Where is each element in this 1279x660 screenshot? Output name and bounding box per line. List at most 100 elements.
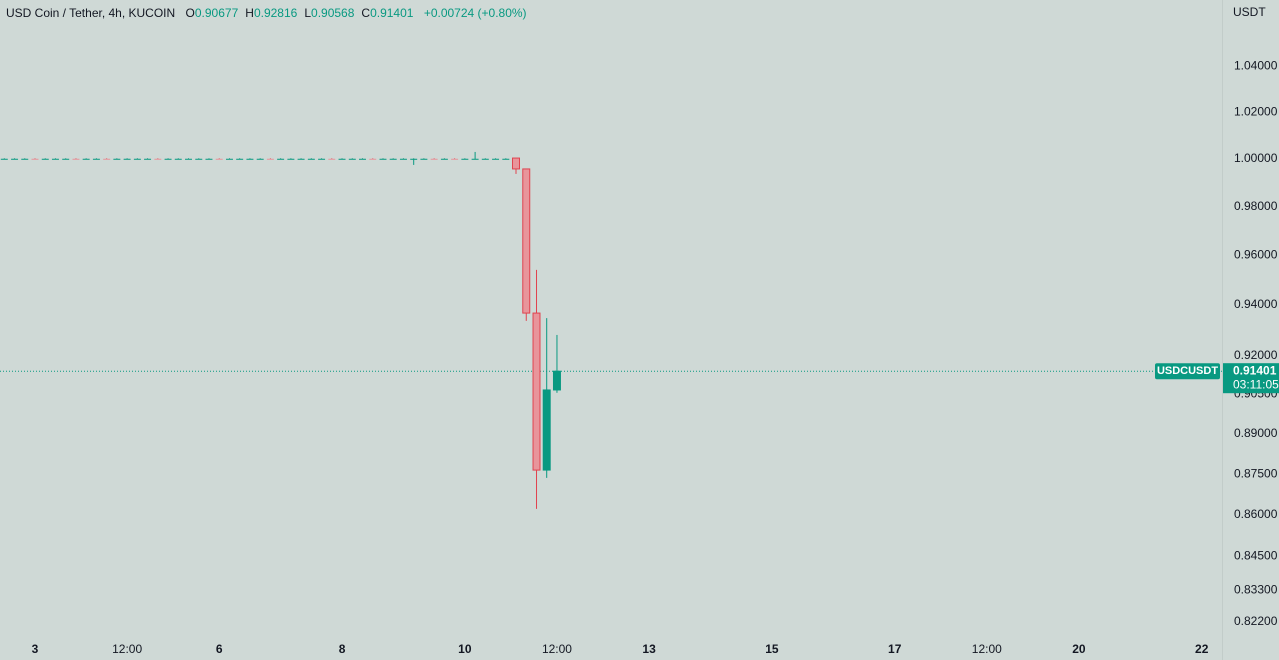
candle-body <box>481 158 489 160</box>
x-tick-label: 13 <box>642 642 656 656</box>
candle-body <box>236 158 244 160</box>
candle-body <box>471 158 479 160</box>
y-tick-label: 0.94000 <box>1234 297 1278 311</box>
y-tick-label: 0.92000 <box>1234 348 1278 362</box>
symbol-tag: USDCUSDT <box>1157 365 1218 377</box>
x-tick-label: 12:00 <box>542 642 572 656</box>
x-tick-label: 6 <box>216 642 223 656</box>
candle-body <box>542 389 551 471</box>
candle-body <box>41 158 49 160</box>
x-tick-label: 8 <box>339 642 346 656</box>
candle-body <box>420 158 428 160</box>
y-tick-label: 0.89000 <box>1234 426 1278 440</box>
candle-body <box>82 158 90 160</box>
y-tick-label: 0.83300 <box>1234 582 1278 596</box>
candle-body <box>154 158 162 160</box>
candle-body <box>297 158 305 160</box>
candle-body <box>532 312 541 471</box>
candle-body <box>328 158 336 160</box>
y-tick-label: 1.00000 <box>1234 151 1278 165</box>
ohlc-value: 0.92816 <box>253 6 298 20</box>
legend-header: USD Coin / Tether, 4h, KUCOIN O0.90677 H0… <box>6 6 534 20</box>
candle-body <box>72 158 80 160</box>
y-tick-label: 1.04000 <box>1234 59 1278 73</box>
candle-body <box>164 158 172 160</box>
y-tick-label: 0.82200 <box>1234 614 1278 628</box>
candle-body <box>369 158 377 160</box>
y-tick-label: 0.84500 <box>1234 549 1278 563</box>
candle-body <box>113 158 121 160</box>
symbol-tag-bg <box>1155 363 1220 380</box>
candle-body <box>21 158 29 160</box>
candle-body <box>92 158 100 160</box>
x-tick-label: 12:00 <box>972 642 1002 656</box>
candle-body <box>389 158 397 160</box>
y-tick-label: 1.02000 <box>1234 104 1278 118</box>
candle-body <box>358 158 366 160</box>
ohlc-label: H <box>245 6 254 20</box>
candle-body <box>256 158 264 160</box>
currency-label: USDT <box>1233 5 1266 19</box>
candle-body <box>144 158 152 160</box>
price-tag-bg <box>1223 363 1279 394</box>
candle-body <box>451 158 459 160</box>
candle-body <box>51 158 59 160</box>
candle-body <box>277 158 285 160</box>
x-tick-label: 12:00 <box>112 642 142 656</box>
candle-body <box>410 158 418 160</box>
x-tick-label: 17 <box>888 642 902 656</box>
candle-body <box>307 158 315 160</box>
y-tick-label: 0.87500 <box>1234 466 1278 480</box>
price-tag: 0.91401 <box>1233 363 1277 377</box>
candle-body <box>185 158 193 160</box>
candle-body <box>348 158 356 160</box>
candle-body <box>379 158 387 160</box>
candle-body <box>318 158 326 160</box>
candle-body <box>225 158 233 160</box>
ohlc-values: O0.90677 H0.92816 L0.90568 C0.91401 <box>186 6 421 20</box>
candle-body <box>123 158 131 160</box>
ohlc-label: C <box>361 6 371 20</box>
candle-body <box>512 157 520 170</box>
candle-body <box>492 158 500 160</box>
candle-body <box>287 158 295 160</box>
candle-body <box>11 158 19 160</box>
candle-body <box>62 158 70 160</box>
candle-body <box>338 158 346 160</box>
y-tick-label: 0.98000 <box>1234 199 1278 213</box>
candle-body <box>430 158 438 160</box>
ohlc-label: O <box>185 6 195 20</box>
y-tick-label: 0.96000 <box>1234 248 1278 262</box>
x-tick-label: 15 <box>765 642 779 656</box>
candle-body <box>31 158 39 160</box>
ohlc-label: L <box>304 6 312 20</box>
countdown: 03:11:05 <box>1233 377 1279 391</box>
candle-body <box>0 158 8 160</box>
candle-body <box>440 158 448 160</box>
price-change: +0.00724 (+0.80%) <box>423 6 527 20</box>
candle-body <box>552 370 561 391</box>
ohlc-value: 0.91401 <box>370 6 414 20</box>
candle-body <box>399 158 407 160</box>
candle-body <box>246 158 254 160</box>
x-tick-label: 3 <box>32 642 39 656</box>
candle-body <box>461 158 469 160</box>
x-tick-label: 22 <box>1195 642 1209 656</box>
candle-body <box>195 158 203 160</box>
candle-body <box>522 168 531 314</box>
candle-body <box>502 158 510 160</box>
x-tick-label: 10 <box>458 642 472 656</box>
candle-body <box>174 158 182 160</box>
symbol-title: USD Coin / Tether, 4h, KUCOIN <box>6 6 176 20</box>
candle-body <box>133 158 141 160</box>
candle-body <box>215 158 223 160</box>
y-tick-label: 0.86000 <box>1234 507 1278 521</box>
ohlc-value: 0.90677 <box>194 6 239 20</box>
candle-body <box>266 158 274 160</box>
candle-body <box>205 158 213 160</box>
ohlc-value: 0.90568 <box>311 6 355 20</box>
x-tick-label: 20 <box>1072 642 1086 656</box>
candle-body <box>103 158 111 160</box>
